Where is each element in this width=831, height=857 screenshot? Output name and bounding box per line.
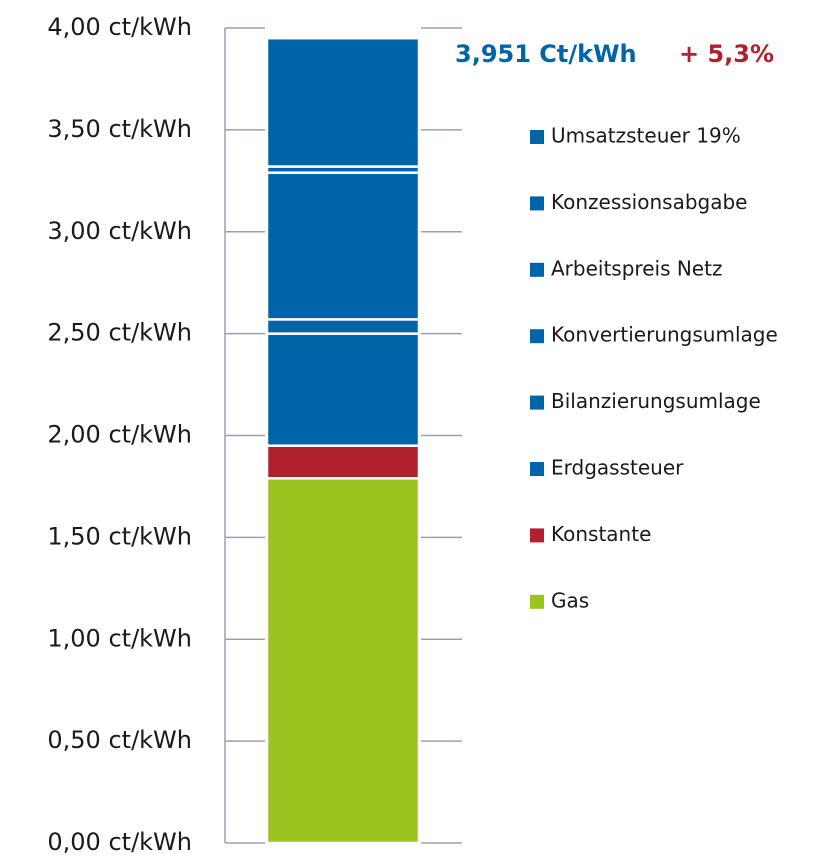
legend-swatch	[530, 329, 544, 344]
legend-swatch	[530, 462, 544, 476]
bar-segment	[265, 444, 421, 480]
legend-swatch	[530, 395, 544, 410]
y-tick-label: 0,00 ct/kWh	[47, 828, 192, 856]
bar-segment	[265, 332, 421, 447]
legend-label: Arbeitspreis Netz	[551, 256, 722, 280]
legend-swatch	[530, 130, 544, 144]
bar-segment	[265, 318, 421, 335]
legend-swatch	[530, 528, 544, 543]
legend-swatch	[530, 262, 544, 277]
bar-segment	[265, 36, 421, 168]
legend-label: Konzessionsabgabe	[551, 190, 747, 214]
bar-segment	[265, 477, 421, 845]
y-tick-label: 1,00 ct/kWh	[47, 624, 192, 652]
y-tick-label: 4,00 ct/kWh	[47, 13, 192, 41]
legend-swatch	[530, 594, 544, 609]
y-tick-label: 2,00 ct/kWh	[47, 421, 192, 449]
legend-swatch	[530, 196, 544, 211]
y-tick-label: 0,50 ct/kWh	[47, 726, 192, 754]
y-tick-label: 3,00 ct/kWh	[47, 217, 192, 245]
y-tick-label: 2,50 ct/kWh	[47, 319, 192, 347]
legend-label: Bilanzierungsumlage	[551, 389, 761, 413]
y-tick-label: 1,50 ct/kWh	[47, 522, 192, 550]
legend-label: Erdgassteuer	[551, 456, 684, 480]
legend-label: Konvertierungsumlage	[551, 323, 778, 347]
y-tick-label: 3,50 ct/kWh	[47, 115, 192, 143]
bar-segment	[265, 171, 421, 321]
legend-label: Konstante	[551, 522, 651, 546]
legend-label: Gas	[551, 588, 589, 612]
total-annotation: 3,951 Ct/kWh	[455, 40, 637, 68]
legend-label: Umsatzsteuer 19%	[551, 124, 741, 148]
change-annotation: + 5,3%	[679, 40, 774, 68]
